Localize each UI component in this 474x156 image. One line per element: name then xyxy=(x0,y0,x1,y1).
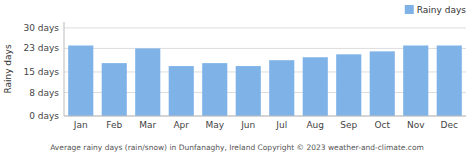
bar xyxy=(269,60,294,116)
x-tick-label: Mar xyxy=(139,120,156,130)
y-tick-label: 0 days xyxy=(29,111,59,121)
y-axis-label: Rainy days xyxy=(3,44,13,94)
x-axis-label: Average rainy days (rain/snow) in Dunfan… xyxy=(50,143,424,152)
x-tick-label: Aug xyxy=(306,120,324,130)
bar xyxy=(403,46,428,117)
chart: 0 days 8 days 15 days 23 days 30 days Jan Feb M… xyxy=(0,0,474,156)
bar xyxy=(303,57,328,116)
y-axis-line xyxy=(64,22,65,116)
bar xyxy=(437,46,462,117)
legend-label: Rainy days xyxy=(417,5,467,15)
x-axis-line xyxy=(64,116,466,117)
y-tick-label: 8 days xyxy=(29,88,59,98)
grid-line xyxy=(64,27,466,28)
legend: Rainy days xyxy=(405,5,467,15)
x-tick-label: Jul xyxy=(275,120,287,130)
y-tick-label: 23 days xyxy=(23,43,59,53)
x-tick-label: Sep xyxy=(340,120,357,130)
bar xyxy=(135,48,160,116)
y-tick-label: 15 days xyxy=(23,67,59,77)
x-tick-label: Jun xyxy=(240,120,255,130)
grid-line xyxy=(64,116,466,117)
bar xyxy=(370,51,395,116)
x-tick-label: May xyxy=(205,120,224,130)
x-tick-label: Jan xyxy=(73,120,88,130)
x-tick-label: Feb xyxy=(106,120,122,130)
x-tick-label: Nov xyxy=(407,120,425,130)
bar xyxy=(236,66,261,116)
bar xyxy=(336,54,361,116)
x-tick-label: Apr xyxy=(173,120,189,130)
grid xyxy=(64,28,466,116)
bars xyxy=(68,46,462,117)
x-tick-label: Oct xyxy=(374,120,390,130)
legend-swatch xyxy=(405,5,414,14)
bar xyxy=(102,63,127,116)
bar xyxy=(202,63,227,116)
y-tick-label: 30 days xyxy=(23,23,59,33)
bar xyxy=(169,66,194,116)
x-tick-label: Dec xyxy=(441,120,458,130)
bar xyxy=(68,46,93,117)
